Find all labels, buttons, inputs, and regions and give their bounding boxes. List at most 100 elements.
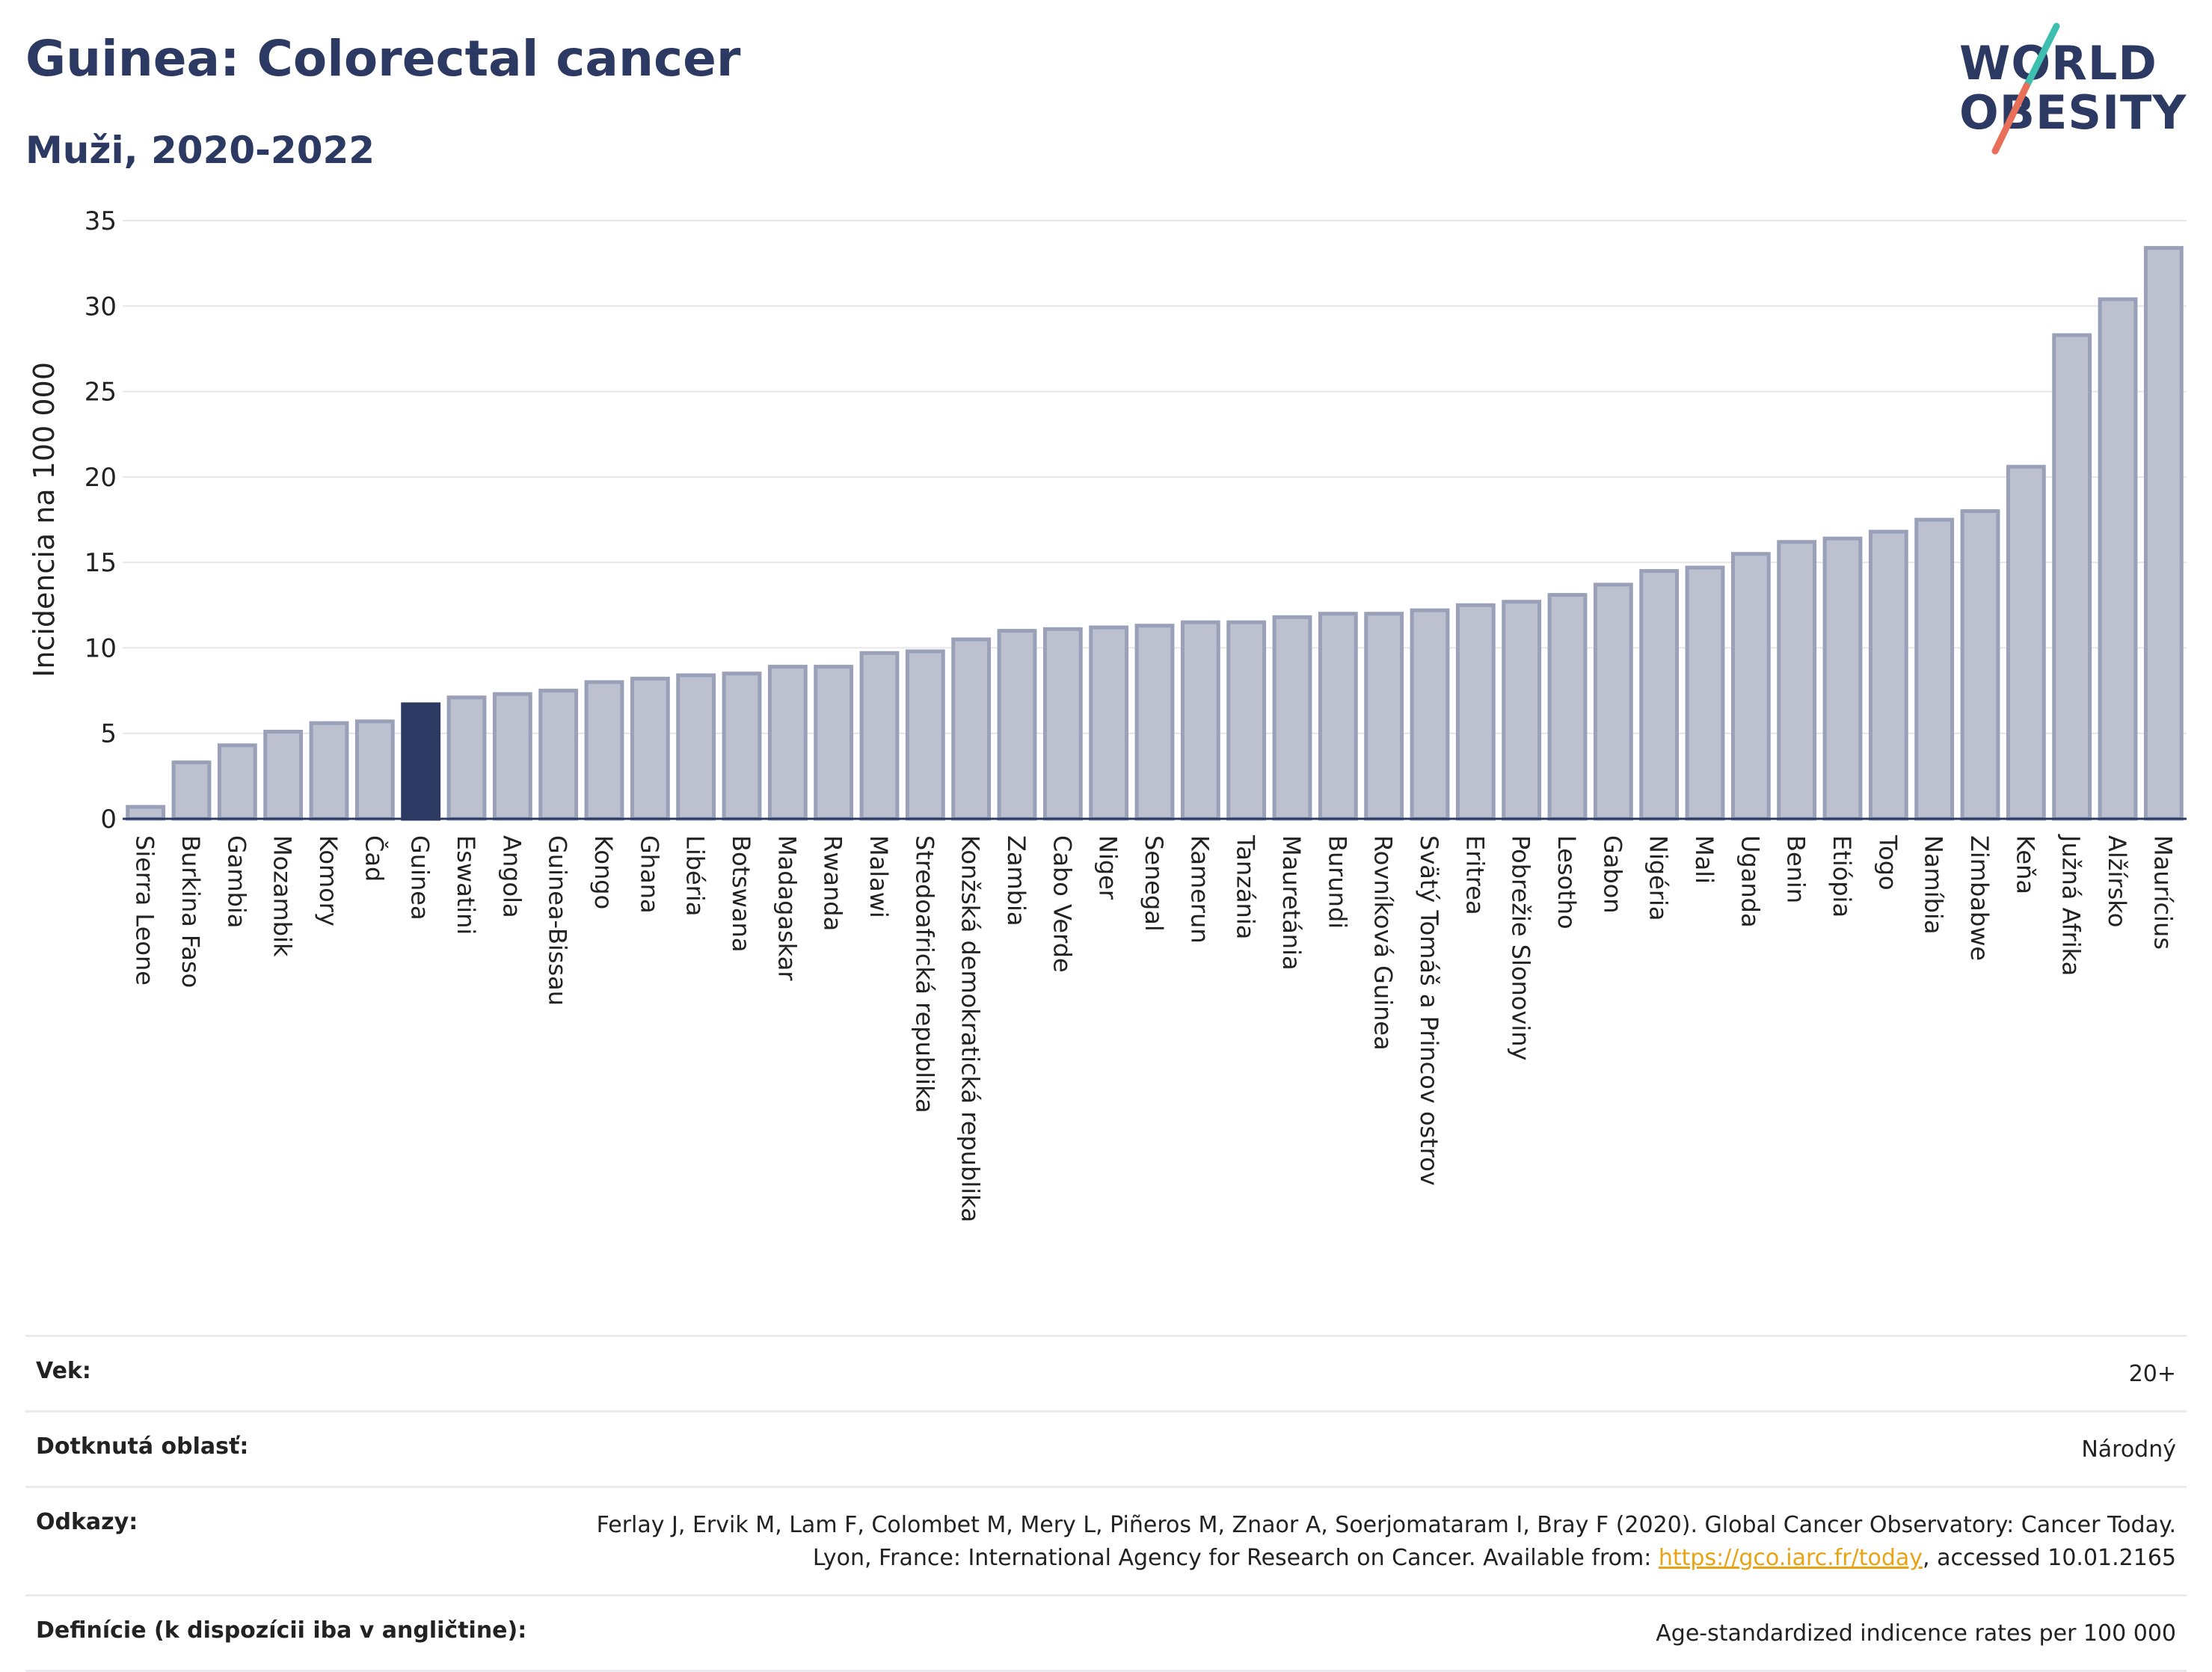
- bar: [814, 665, 854, 821]
- x-tick-label: Mozambik: [268, 835, 297, 957]
- bar: [538, 689, 579, 821]
- bar: [997, 629, 1037, 821]
- chart-subtitle: Muži, 2020-2022: [25, 129, 375, 172]
- x-tick-label: Libéria: [681, 835, 710, 916]
- x-tick-label: Benin: [1782, 835, 1810, 903]
- bar: [171, 760, 212, 821]
- x-tick-label: Sierra Leone: [131, 835, 159, 986]
- bar: [1639, 569, 1680, 821]
- x-tick-label: Burundi: [1323, 835, 1351, 929]
- x-tick-label: Zambia: [1002, 835, 1030, 926]
- bar: [263, 729, 304, 821]
- bar: [722, 671, 762, 821]
- x-tick-label: Madagaskar: [772, 835, 801, 981]
- bar: [2098, 297, 2138, 821]
- reference-link[interactable]: https://gco.iarc.fr/today: [1658, 1545, 1923, 1571]
- x-tick-label: Eritrea: [1460, 835, 1489, 915]
- y-tick-label: 35: [85, 206, 117, 236]
- chart-title: Guinea: Colorectal cancer: [25, 30, 741, 87]
- x-tick-label: Stredoafrická republika: [910, 835, 938, 1113]
- y-tick-label: 5: [100, 719, 117, 749]
- x-tick-label: Guinea-Bissau: [544, 835, 572, 1006]
- bar: [1547, 593, 1588, 821]
- bar: [1914, 517, 1955, 821]
- x-tick-label: Lesotho: [1552, 835, 1581, 929]
- x-tick-label: Maurícius: [2148, 835, 2177, 950]
- info-row-references: Odkazy: Ferlay J, Ervik M, Lam F, Colomb…: [25, 1486, 2187, 1594]
- bar: [1272, 615, 1312, 821]
- info-label-references: Odkazy:: [36, 1509, 138, 1535]
- y-tick-label: 25: [85, 378, 117, 408]
- bar: [1960, 509, 2000, 821]
- bar: [859, 651, 900, 821]
- x-tick-label: Svätý Tomáš a Princov ostrov: [1415, 835, 1443, 1186]
- bar: [1685, 565, 1725, 821]
- world-obesity-logo: WORLD OBESITY: [1944, 22, 2199, 157]
- info-value-area: Národný: [2081, 1436, 2176, 1463]
- info-label-age: Vek:: [36, 1358, 91, 1384]
- bar: [1180, 620, 1220, 821]
- info-table: Vek: 20+ Dotknutá oblasť: Národný Odkazy…: [25, 1335, 2187, 1672]
- bar: [1777, 540, 1817, 821]
- x-tick-label: Ghana: [635, 835, 663, 914]
- x-tick-label: Togo: [1873, 835, 1902, 891]
- bar: [126, 805, 166, 821]
- bar: [1593, 583, 1633, 821]
- x-tick-label: Etiópia: [1828, 835, 1856, 918]
- x-tick-label: Konžská demokratická republika: [956, 835, 985, 1223]
- bar: [1134, 624, 1175, 821]
- x-tick-label: Keňa: [2011, 835, 2039, 894]
- y-axis-label: Incidencia na 100 000: [28, 362, 61, 677]
- bar: [2006, 464, 2046, 821]
- x-tick-label: Botswana: [727, 835, 755, 952]
- x-tick-label: Mali: [1690, 835, 1718, 884]
- x-tick-label: Južná Afrika: [2057, 834, 2086, 976]
- bar: [1455, 603, 1496, 821]
- x-tick-label: Pobrežie Slonoviny: [1507, 835, 1535, 1060]
- x-tick-label: Komory: [314, 835, 342, 926]
- x-tick-label: Guinea: [406, 835, 434, 920]
- x-tick-label: Burkina Faso: [176, 835, 205, 988]
- bar: [1089, 625, 1129, 821]
- x-tick-label: Uganda: [1736, 835, 1764, 928]
- x-tick-label: Zimbabwe: [1965, 835, 1994, 961]
- info-label-area: Dotknutá oblasť:: [36, 1433, 249, 1460]
- x-tick-label: Kongo: [589, 835, 618, 909]
- y-tick-label: 0: [100, 805, 117, 835]
- bar: [1318, 612, 1358, 821]
- bar: [1822, 536, 1863, 821]
- logo-line1: WORLD: [1959, 36, 2157, 90]
- bar: [905, 649, 945, 821]
- x-tick-label: Eswatini: [452, 835, 480, 935]
- y-tick-label: 20: [85, 463, 117, 493]
- x-tick-label: Alžírsko: [2103, 835, 2131, 927]
- x-tick-label: Senegal: [1140, 835, 1168, 932]
- bar: [492, 692, 532, 821]
- x-tick-label: Mauretánia: [1277, 835, 1306, 971]
- x-tick-label: Malawi: [864, 835, 893, 918]
- x-tick-label: Namíbia: [1920, 835, 1948, 934]
- logo-line2: OBESITY: [1959, 85, 2187, 140]
- bar: [951, 637, 992, 821]
- bar: [2143, 246, 2184, 821]
- info-value-definitions: Age-standardized indicence rates per 100…: [1656, 1620, 2176, 1647]
- y-tick-label: 10: [85, 633, 117, 663]
- bar: [584, 680, 624, 821]
- bar: [217, 743, 257, 821]
- bar: [767, 665, 808, 821]
- bar-highlight: [401, 702, 441, 821]
- bar: [1730, 552, 1771, 821]
- x-tick-label: Čad: [360, 835, 389, 882]
- info-row-age: Vek: 20+: [25, 1335, 2187, 1410]
- bar: [446, 695, 487, 821]
- x-tick-label: Gabon: [1598, 835, 1626, 914]
- info-value-age: 20+: [2128, 1361, 2176, 1387]
- x-tick-label: Angola: [497, 835, 526, 918]
- reference-accessed: , accessed 10.01.2165: [1923, 1545, 2176, 1571]
- bar: [676, 673, 716, 821]
- bar: [2052, 333, 2092, 821]
- x-tick-label: Rwanda: [819, 835, 847, 931]
- x-tick-label: Cabo Verde: [1048, 835, 1076, 973]
- bar: [354, 719, 395, 821]
- x-tick-label: Gambia: [222, 835, 251, 928]
